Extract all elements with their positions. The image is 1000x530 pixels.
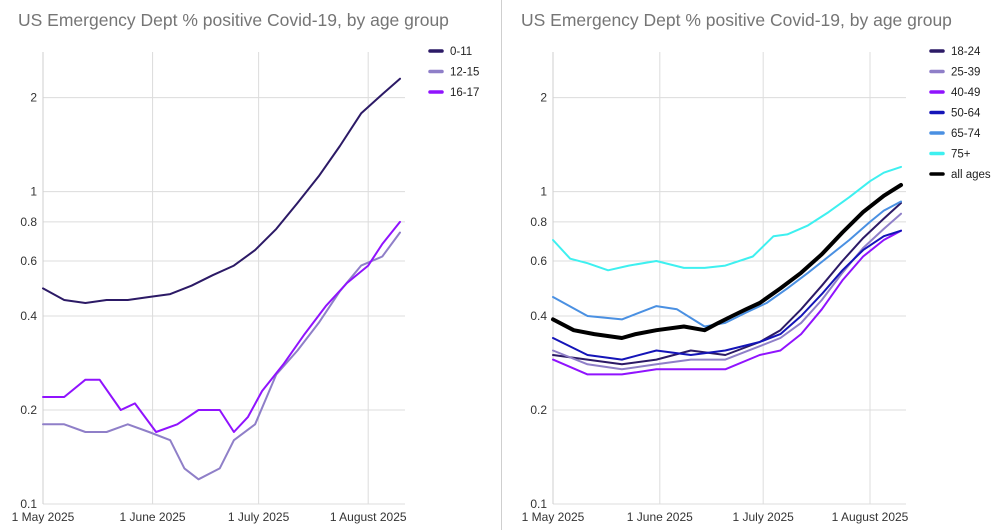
x-tick-label: 1 June 2025 xyxy=(120,510,186,524)
x-tick-label: 1 August 2025 xyxy=(330,510,407,524)
y-tick-label: 1 xyxy=(540,185,547,199)
chart-plot-area: 0.1 0.2 0.4 0.6 0.8 1 2 1 May 2025 1 June 2025 1 … xyxy=(12,46,480,524)
legend-label: 12-15 xyxy=(450,67,479,79)
x-tick-label: 1 June 2025 xyxy=(627,510,693,524)
y-tick-label: 2 xyxy=(540,91,547,105)
y-tick-label: 0.2 xyxy=(20,403,37,417)
chart-panel-left: US Emergency Dept % positive Covid-19, b… xyxy=(12,10,480,524)
y-tick-label: 0.4 xyxy=(530,309,547,323)
series-line-0-11 xyxy=(42,77,401,304)
series-line-all-ages xyxy=(551,183,903,340)
legend-label: 50-64 xyxy=(951,108,981,120)
legend-label: 18-24 xyxy=(951,46,981,58)
y-tick-label: 0.8 xyxy=(20,215,37,229)
y-tick-label: 0.6 xyxy=(20,254,37,268)
y-tick-label: 1 xyxy=(30,185,37,199)
x-tick-label: 1 August 2025 xyxy=(832,510,909,524)
legend-label: 40-49 xyxy=(951,87,980,99)
y-tick-label: 0.1 xyxy=(530,497,547,511)
y-tick-label: 0.8 xyxy=(530,215,547,229)
y-tick-label: 0.2 xyxy=(530,403,547,417)
series-line-75+ xyxy=(552,165,902,272)
legend-label: 25-39 xyxy=(951,67,980,79)
legend-label: 0-11 xyxy=(450,46,472,58)
legend-label: all ages xyxy=(951,169,991,181)
y-tick-label: 2 xyxy=(30,91,37,105)
series-line-25-39 xyxy=(552,212,902,371)
chart-panel-right: US Emergency Dept % positive Covid-19, b… xyxy=(503,0,1000,530)
x-tick-label: 1 July 2025 xyxy=(228,510,290,524)
series-line-40-49 xyxy=(552,229,902,376)
chart-title: US Emergency Dept % positive Covid-19, b… xyxy=(521,10,952,30)
series-line-50-64 xyxy=(552,229,902,361)
series-line-12-15 xyxy=(42,231,401,481)
panel-divider xyxy=(501,0,502,530)
legend-label: 75+ xyxy=(951,149,971,161)
series-line-16-17 xyxy=(42,220,401,433)
y-tick-label: 0.4 xyxy=(20,309,37,323)
series-line-18-24 xyxy=(552,202,902,366)
legend-label: 65-74 xyxy=(951,128,981,140)
legend-label: 16-17 xyxy=(450,87,479,99)
y-tick-label: 0.6 xyxy=(530,254,547,268)
chart-title: US Emergency Dept % positive Covid-19, b… xyxy=(18,10,449,30)
x-tick-label: 1 July 2025 xyxy=(732,510,794,524)
series-line-65-74 xyxy=(552,200,902,328)
x-tick-label: 1 May 2025 xyxy=(12,510,75,524)
x-tick-label: 1 May 2025 xyxy=(522,510,585,524)
y-tick-label: 0.1 xyxy=(20,497,37,511)
chart-plot-area: 0.1 0.2 0.4 0.6 0.8 1 2 1 May 2025 1 June 2025 1 … xyxy=(522,46,991,524)
